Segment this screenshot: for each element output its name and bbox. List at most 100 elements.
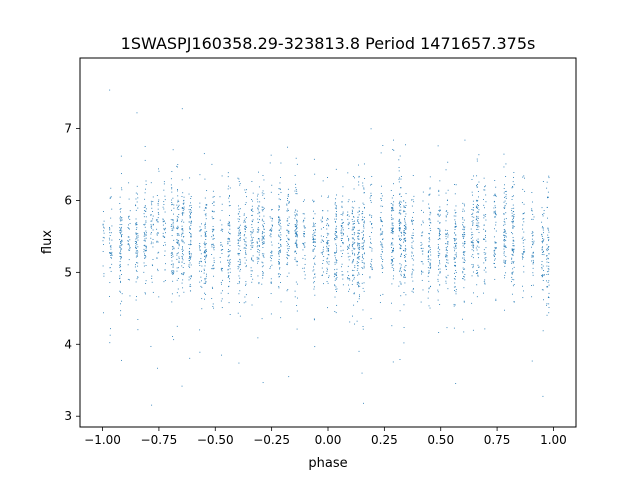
data-point <box>370 242 372 244</box>
data-point <box>405 245 406 247</box>
data-point <box>411 251 413 253</box>
data-point <box>136 236 138 238</box>
data-point <box>334 261 336 263</box>
data-point <box>546 258 548 260</box>
data-point <box>495 224 497 226</box>
data-point <box>399 194 401 195</box>
data-point <box>143 231 145 233</box>
data-point <box>245 226 247 228</box>
data-point <box>110 248 112 250</box>
data-point <box>295 226 297 228</box>
data-point <box>136 250 138 252</box>
data-point <box>437 274 439 276</box>
data-point <box>287 289 289 291</box>
data-point <box>462 252 464 253</box>
data-point <box>328 261 330 263</box>
data-point <box>152 218 154 220</box>
data-point <box>313 210 314 212</box>
data-point <box>357 235 359 237</box>
data-point <box>476 272 478 274</box>
data-point <box>279 220 281 221</box>
data-point <box>278 247 280 249</box>
data-point <box>245 225 247 227</box>
data-point <box>477 191 479 192</box>
data-point <box>296 213 298 215</box>
data-point <box>493 236 495 238</box>
data-point <box>398 167 400 168</box>
data-point <box>493 254 495 256</box>
data-point <box>503 251 505 253</box>
data-point <box>190 278 192 280</box>
data-point <box>279 219 281 221</box>
data-point <box>428 194 430 196</box>
data-point <box>239 264 241 266</box>
data-point <box>548 265 550 267</box>
data-point <box>165 232 166 234</box>
data-point <box>511 250 513 252</box>
data-point <box>470 238 472 239</box>
data-point <box>321 195 323 197</box>
data-point <box>110 252 111 254</box>
data-point <box>438 252 440 254</box>
data-point <box>145 180 147 182</box>
data-point <box>357 242 359 244</box>
data-point <box>250 240 252 242</box>
data-point <box>229 187 231 189</box>
data-point <box>243 214 245 216</box>
data-point <box>136 112 138 114</box>
data-point <box>380 197 382 199</box>
data-point <box>212 211 213 213</box>
data-point <box>446 255 448 256</box>
data-point <box>404 226 406 228</box>
data-point <box>532 242 534 244</box>
data-point <box>182 279 184 281</box>
data-point <box>478 154 480 156</box>
data-point <box>221 354 223 356</box>
data-point <box>505 196 507 198</box>
data-point <box>351 237 353 239</box>
data-point <box>326 223 328 225</box>
data-point <box>543 254 545 256</box>
data-point <box>145 210 147 212</box>
data-point <box>357 256 359 258</box>
data-point <box>286 275 288 277</box>
data-point <box>548 262 550 263</box>
data-point <box>128 249 130 251</box>
data-point <box>382 246 384 248</box>
data-point <box>182 230 184 232</box>
data-point <box>392 205 394 207</box>
data-point <box>157 252 159 254</box>
data-point <box>495 247 497 249</box>
data-point <box>201 270 202 272</box>
data-point <box>288 224 290 226</box>
data-point <box>437 280 439 282</box>
data-point <box>128 216 130 218</box>
data-point <box>119 196 121 198</box>
data-point <box>211 243 213 245</box>
data-point <box>182 208 184 210</box>
data-point <box>462 242 464 244</box>
data-point <box>228 231 230 233</box>
data-point <box>176 292 178 294</box>
data-point <box>183 200 185 202</box>
data-point <box>445 210 447 212</box>
data-point <box>347 256 349 258</box>
data-point <box>211 163 213 165</box>
data-point <box>171 224 173 226</box>
data-point <box>287 239 289 240</box>
data-point <box>176 253 178 254</box>
data-point <box>258 240 260 242</box>
data-point <box>120 280 121 282</box>
data-point <box>336 260 338 261</box>
data-point <box>228 275 230 277</box>
data-point <box>541 235 543 237</box>
data-point <box>250 231 252 233</box>
data-point <box>120 208 122 209</box>
data-point <box>212 265 214 267</box>
data-point <box>151 275 153 277</box>
data-point <box>173 213 174 215</box>
data-point <box>136 242 137 244</box>
data-point <box>251 224 253 226</box>
data-point <box>135 245 137 247</box>
data-point <box>477 241 479 243</box>
